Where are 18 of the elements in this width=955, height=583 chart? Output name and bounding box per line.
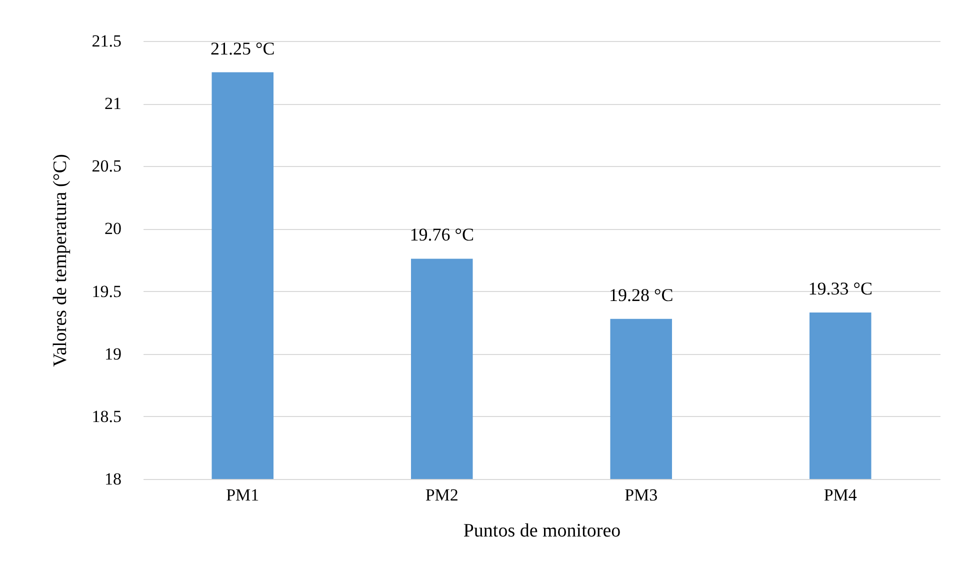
data-label: 19.76 °C [410,224,474,245]
x-tick-label: PM4 [824,486,858,504]
y-tick-label: 19.5 [92,282,122,301]
y-tick-label: 18.5 [92,406,122,426]
y-tick-label: 18 [104,470,122,488]
y-tick-label: 20.5 [92,156,122,176]
y-tick-label: 21 [104,94,122,114]
data-label: 19.33 °C [808,278,872,299]
x-axis-title: Puntos de monitoreo [463,520,621,542]
data-label: 21.25 °C [210,38,275,58]
data-label: 19.28 °C [609,284,674,305]
x-tick-label: PM3 [624,486,658,504]
y-tick-label: 20 [104,219,122,238]
x-tick-label: PM2 [425,486,458,504]
x-tick-label: PM1 [226,486,260,504]
y-axis-title: Valores de temperatura (°C) [50,154,71,367]
y-tick-label: 19 [104,344,122,364]
y-tick-label: 21.5 [92,32,122,50]
